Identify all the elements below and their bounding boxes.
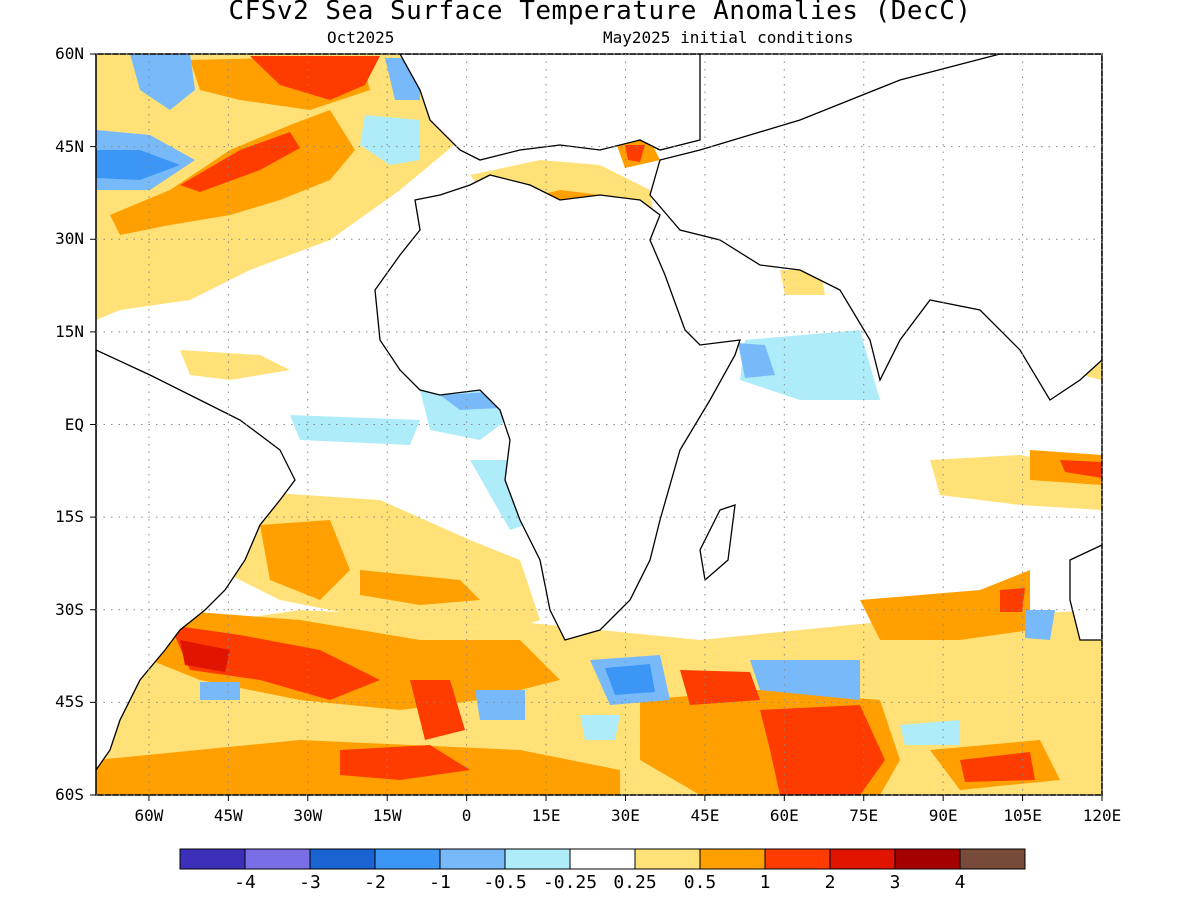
anomaly-region — [750, 660, 860, 700]
colorbar-swatch — [569, 848, 636, 870]
colorbar-label: 0.25 — [613, 872, 657, 893]
lon-label: 60E — [769, 806, 799, 825]
colorbar-label: -2 — [364, 872, 386, 893]
subtitle-initial-conditions: May2025 initial conditions — [603, 28, 854, 47]
colorbar-swatch — [959, 848, 1026, 870]
anomaly-region — [360, 570, 480, 605]
lat-label: 45S — [55, 692, 84, 712]
colorbar-label: -1 — [429, 872, 451, 893]
anomaly-region — [740, 330, 880, 400]
anomaly-region — [475, 690, 525, 720]
anomaly-region — [200, 682, 240, 700]
south-america-outline — [96, 349, 296, 772]
anomaly-region — [605, 664, 655, 695]
anomaly-region — [250, 56, 380, 100]
anomaly-region — [360, 115, 420, 165]
lat-label: 30S — [55, 599, 84, 619]
africa-europe-asia-outline — [374, 174, 741, 641]
colorbar-swatch — [309, 848, 376, 870]
colorbar-label: -0.5 — [483, 872, 527, 893]
lat-label: 45N — [55, 136, 84, 156]
colorbar-swatch — [764, 848, 831, 870]
colorbar-swatch — [504, 848, 571, 870]
anomaly-region — [738, 343, 775, 378]
anomaly-region — [170, 625, 380, 700]
anomaly-region — [1025, 610, 1055, 640]
colorbar-label: -3 — [299, 872, 321, 893]
anomaly-region — [96, 150, 180, 180]
anomaly-region — [900, 720, 960, 745]
lon-label: 30E — [611, 806, 640, 825]
colorbar-swatch — [699, 848, 766, 870]
anomaly-region — [150, 610, 560, 710]
lon-label: 30W — [293, 806, 323, 825]
europe-outline — [399, 54, 701, 161]
colorbar-swatch — [634, 848, 701, 870]
arabia-india-asia-outline — [649, 54, 1102, 401]
colorbar-swatch — [894, 848, 961, 870]
lat-label: 15N — [55, 321, 84, 341]
colorbar-label: 1 — [759, 872, 771, 893]
colorbar-label: -0.25 — [542, 872, 598, 893]
lon-label: 15E — [531, 806, 561, 825]
colorbar-swatch — [829, 848, 896, 870]
colorbar-label: 3 — [889, 872, 901, 893]
anomaly-region — [260, 520, 350, 600]
land — [96, 54, 1102, 772]
graticule — [96, 53, 1103, 796]
anomaly-region — [130, 54, 195, 110]
anomaly-region — [410, 680, 465, 740]
axis-ticks — [90, 53, 1103, 801]
anomaly-region — [180, 640, 230, 672]
colorbar — [179, 848, 1026, 870]
colorbar-swatch — [244, 848, 311, 870]
subtitle-valid-month: Oct2025 — [327, 28, 395, 47]
anomaly-region — [290, 415, 420, 445]
lat-label: 60N — [55, 44, 84, 63]
anomaly-region — [1060, 460, 1102, 478]
lon-label: 75E — [849, 806, 879, 825]
lon-label: 105E — [1003, 806, 1042, 825]
anomaly-region — [340, 745, 470, 780]
lon-label: 45W — [213, 806, 243, 825]
lon-label: 0 — [461, 806, 472, 825]
australia-outline — [1069, 544, 1102, 641]
lon-label: 120E — [1082, 806, 1122, 825]
colorbar-label: 0.5 — [683, 872, 717, 893]
lon-label: 90E — [928, 806, 958, 825]
anomaly-region — [180, 350, 290, 380]
lon-label: 45E — [690, 806, 720, 825]
colorbar-label: 2 — [824, 872, 836, 893]
lon-label: 60W — [134, 806, 164, 825]
anomaly-region — [580, 715, 620, 740]
lat-label: EQ — [64, 414, 84, 434]
anomaly-region — [960, 752, 1035, 782]
map-title: CFSv2 Sea Surface Temperature Anomalies … — [228, 0, 972, 26]
colorbar-swatch — [179, 848, 246, 870]
madagascar-outline — [699, 504, 736, 582]
lat-label: 15S — [55, 507, 84, 527]
anomaly-region — [860, 570, 1030, 640]
colorbar-label: -4 — [234, 872, 256, 893]
anomaly-region — [625, 145, 645, 162]
colorbar-label: 4 — [954, 872, 966, 893]
anomaly-region — [440, 392, 500, 410]
anomaly-region — [1000, 588, 1025, 612]
anomaly-region — [760, 705, 885, 795]
lon-label: 15W — [372, 806, 402, 825]
colorbar-swatch — [374, 848, 441, 870]
anomaly-region — [680, 670, 760, 705]
lat-label: 30N — [55, 229, 84, 249]
lat-label: 60S — [55, 785, 84, 804]
colorbar-swatch — [439, 848, 506, 870]
